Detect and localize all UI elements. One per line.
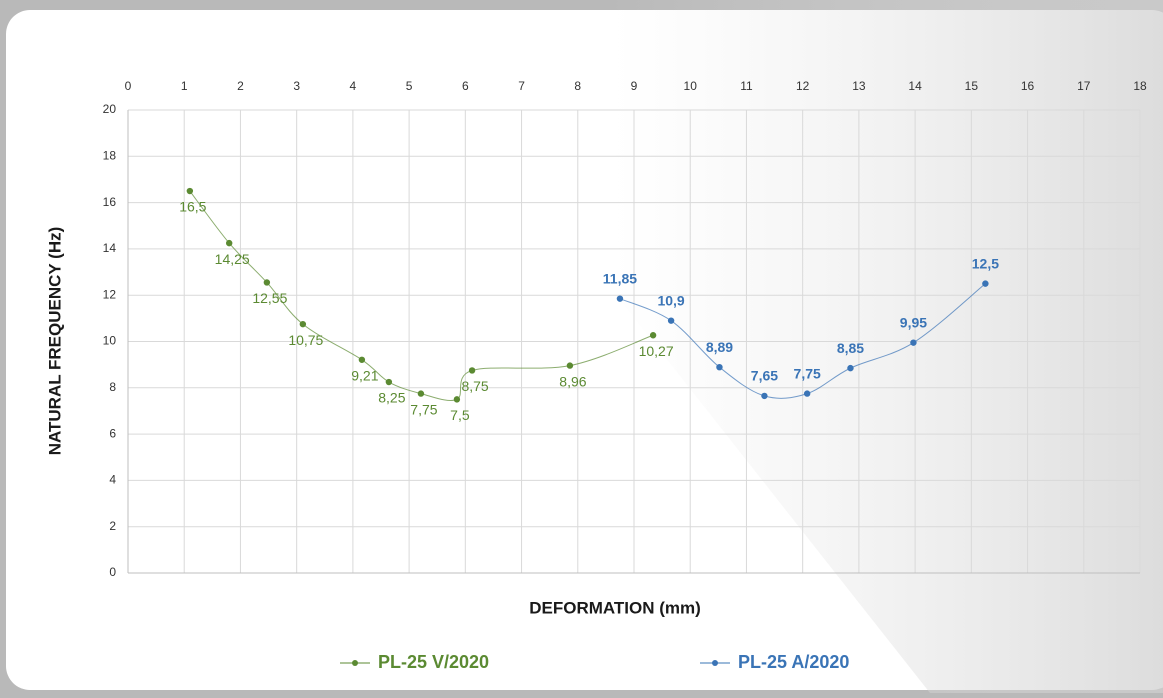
data-label: 8,85 [837, 340, 864, 356]
data-label: 14,25 [215, 251, 250, 267]
legend-marker [352, 660, 358, 666]
y-tick-label: 12 [103, 287, 117, 301]
y-tick-label: 6 [109, 426, 116, 440]
data-point [566, 362, 574, 369]
data-label: 8,25 [378, 390, 405, 406]
data-point [761, 392, 768, 400]
data-point [847, 364, 854, 372]
legend-label: PL-25 A/2020 [738, 652, 849, 672]
data-label: 9,95 [900, 314, 927, 330]
x-tick-label: 5 [406, 79, 413, 93]
x-tick-label: 10 [684, 79, 698, 93]
data-label: 7,75 [410, 401, 437, 417]
legend-marker [712, 660, 718, 666]
x-axis-title: DEFORMATION (mm) [529, 598, 701, 617]
data-point [982, 280, 989, 287]
data-point [803, 390, 811, 397]
y-tick-label: 4 [109, 473, 116, 487]
y-tick-label: 16 [103, 195, 117, 209]
data-point [299, 320, 307, 328]
data-label: 8,75 [461, 378, 488, 394]
y-tick-label: 14 [103, 241, 117, 255]
data-point [468, 367, 476, 374]
y-tick-label: 8 [109, 380, 116, 394]
x-tick-label: 16 [1021, 79, 1035, 93]
data-label: 7,65 [751, 368, 778, 384]
x-tick-label: 8 [574, 79, 581, 93]
data-label: 12,5 [972, 255, 999, 271]
data-label: 7,5 [450, 407, 470, 423]
data-label: 8,96 [559, 373, 586, 389]
data-label: 8,89 [706, 339, 733, 355]
y-tick-label: 10 [103, 334, 117, 348]
x-tick-label: 14 [908, 79, 922, 93]
data-point [649, 332, 657, 339]
x-tick-label: 13 [852, 79, 866, 93]
y-axis-title: NATURAL FREQUENCY (Hz) [45, 227, 64, 456]
x-tick-label: 4 [350, 79, 357, 93]
y-tick-label: 0 [109, 565, 116, 579]
data-label: 10,9 [657, 292, 684, 308]
x-tick-label: 12 [796, 79, 810, 93]
x-tick-label: 1 [181, 79, 188, 93]
data-point [910, 339, 917, 346]
y-tick-label: 20 [103, 102, 117, 116]
x-tick-label: 18 [1133, 79, 1147, 93]
x-tick-label: 15 [965, 79, 979, 93]
y-tick-label: 18 [103, 148, 117, 162]
data-point [417, 390, 425, 397]
x-tick-label: 11 [740, 79, 753, 93]
data-point [716, 363, 723, 371]
x-tick-label: 17 [1077, 79, 1091, 93]
data-label: 10,27 [639, 343, 674, 359]
data-label: 11,85 [603, 270, 637, 286]
x-tick-label: 7 [518, 79, 525, 93]
data-point [453, 396, 461, 403]
data-point [263, 279, 271, 286]
data-label: 10,75 [288, 332, 323, 348]
data-point [186, 187, 194, 195]
data-point [358, 356, 366, 363]
background-shade [610, 0, 1163, 693]
x-tick-label: 3 [293, 79, 300, 93]
data-label: 16,5 [179, 199, 206, 215]
x-tick-label: 9 [631, 79, 638, 93]
x-tick-label: 6 [462, 79, 469, 93]
y-tick-label: 2 [109, 519, 116, 533]
data-point [385, 378, 393, 386]
data-point [226, 239, 233, 247]
data-label: 9,21 [351, 367, 378, 383]
data-label: 12,55 [252, 290, 287, 306]
data-point [616, 295, 624, 302]
data-point [667, 317, 675, 324]
data-label: 7,75 [794, 365, 821, 381]
x-tick-label: 2 [237, 79, 244, 93]
legend-label: PL-25 V/2020 [378, 652, 489, 672]
x-tick-label: 0 [125, 79, 132, 93]
